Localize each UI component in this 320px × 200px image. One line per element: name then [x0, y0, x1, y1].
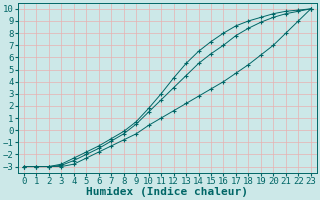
X-axis label: Humidex (Indice chaleur): Humidex (Indice chaleur) [86, 187, 248, 197]
